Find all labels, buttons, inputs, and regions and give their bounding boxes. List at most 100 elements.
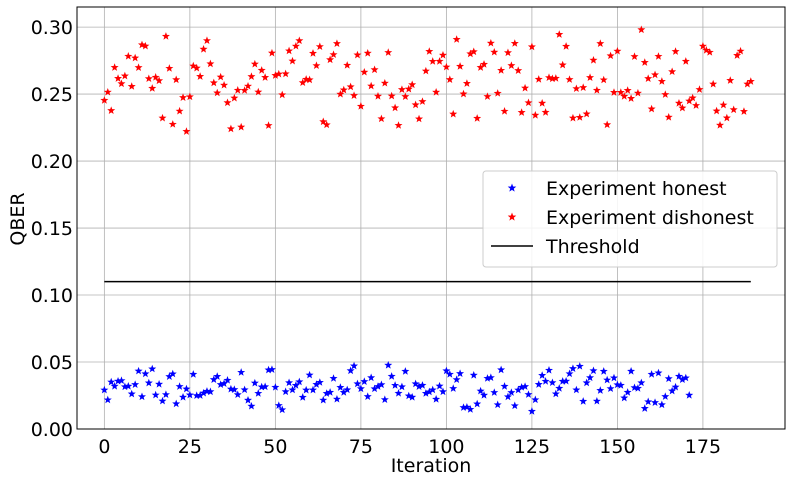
data-point xyxy=(175,106,184,115)
data-point xyxy=(531,395,540,404)
data-point xyxy=(151,390,160,399)
data-point xyxy=(404,84,413,93)
data-point xyxy=(209,375,218,383)
data-point xyxy=(356,102,365,110)
data-point xyxy=(288,56,297,65)
data-point xyxy=(247,401,256,410)
y-tick-label: 0.20 xyxy=(31,151,73,173)
data-point xyxy=(637,378,646,387)
data-point xyxy=(120,71,129,80)
data-point xyxy=(565,369,574,378)
data-point xyxy=(606,51,615,60)
data-point xyxy=(435,381,444,390)
legend-star-swatch xyxy=(507,212,517,221)
data-point xyxy=(261,73,270,81)
data-point xyxy=(155,379,164,388)
data-point xyxy=(165,372,174,380)
data-point xyxy=(124,382,133,390)
data-point xyxy=(514,385,523,394)
data-point xyxy=(692,101,701,109)
data-point xyxy=(100,96,109,104)
data-point xyxy=(250,378,259,387)
legend: Experiment honest Experiment dishonest Thr… xyxy=(482,170,778,268)
data-point xyxy=(674,98,683,107)
legend-entry: Experiment honest xyxy=(546,178,727,200)
data-point xyxy=(644,397,653,406)
data-point xyxy=(384,360,393,369)
x-axis-label: Iteration xyxy=(391,455,472,477)
data-point xyxy=(620,393,629,402)
data-point xyxy=(668,386,677,395)
data-point xyxy=(264,365,273,374)
data-point xyxy=(674,372,683,380)
data-point xyxy=(367,373,376,382)
data-point xyxy=(155,76,164,85)
data-point xyxy=(678,103,687,112)
data-point xyxy=(462,79,471,87)
data-point xyxy=(346,82,355,91)
data-point xyxy=(579,397,588,405)
data-point xyxy=(158,113,167,122)
data-point xyxy=(551,74,560,82)
data-point xyxy=(503,48,512,57)
data-point xyxy=(240,385,249,394)
data-point xyxy=(616,88,625,96)
data-point xyxy=(377,114,386,123)
data-point xyxy=(288,385,297,394)
data-point xyxy=(353,50,362,59)
x-tick-label: 25 xyxy=(178,436,202,458)
data-point xyxy=(199,388,208,397)
data-point xyxy=(373,92,382,100)
data-point xyxy=(363,392,372,400)
data-point xyxy=(613,46,622,55)
data-point xyxy=(291,41,300,50)
data-point xyxy=(161,32,170,40)
data-point xyxy=(223,376,232,384)
data-point xyxy=(428,385,437,394)
data-point xyxy=(572,385,581,394)
x-tick-label: 100 xyxy=(428,436,464,458)
data-point xyxy=(702,46,711,54)
data-point xyxy=(185,390,194,399)
data-point xyxy=(438,50,447,59)
data-point xyxy=(295,36,304,45)
data-point xyxy=(315,42,324,51)
data-point xyxy=(456,369,465,377)
data-point xyxy=(456,62,465,70)
data-point xyxy=(172,75,181,84)
data-point xyxy=(466,405,475,413)
data-point xyxy=(220,379,229,387)
data-point xyxy=(558,377,567,385)
data-point xyxy=(739,107,748,115)
data-point xyxy=(404,391,413,400)
data-point xyxy=(230,93,239,102)
data-point xyxy=(237,122,246,131)
data-point xyxy=(281,387,290,396)
data-point xyxy=(469,371,478,379)
data-point xyxy=(726,76,735,84)
data-point xyxy=(216,380,225,389)
data-point xyxy=(630,52,639,60)
axes: 0 25 50 75 100 125 150 175 0.00 0.05 0.10 0.15 0.20 0… xyxy=(31,6,786,458)
data-point xyxy=(695,85,704,93)
data-point xyxy=(596,386,605,394)
data-point xyxy=(592,396,601,405)
data-point xyxy=(124,52,133,60)
data-point xyxy=(151,73,160,81)
data-point xyxy=(603,375,612,384)
data-point xyxy=(514,66,523,74)
data-point xyxy=(736,46,745,55)
data-point xyxy=(148,364,157,373)
data-point xyxy=(353,379,362,388)
data-point xyxy=(555,30,564,38)
data-point xyxy=(538,98,547,107)
data-point xyxy=(490,47,499,56)
data-point xyxy=(445,370,454,378)
data-point xyxy=(452,35,461,43)
data-point xyxy=(196,391,205,399)
data-point xyxy=(408,80,417,89)
data-point xyxy=(425,387,434,396)
data-point xyxy=(240,86,249,94)
data-point xyxy=(254,389,263,397)
data-point xyxy=(360,67,369,76)
